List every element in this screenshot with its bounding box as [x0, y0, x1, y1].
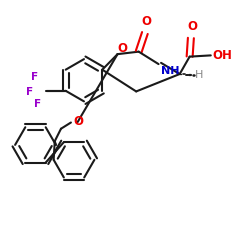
Text: F: F [31, 72, 38, 82]
Text: O: O [187, 20, 197, 32]
Text: O: O [73, 115, 83, 128]
Text: O: O [141, 14, 151, 28]
Text: O: O [117, 42, 127, 55]
Text: OH: OH [212, 49, 232, 62]
Text: H: H [194, 70, 203, 80]
Text: NH: NH [160, 66, 179, 76]
Text: F: F [26, 87, 33, 97]
Text: F: F [34, 100, 41, 110]
